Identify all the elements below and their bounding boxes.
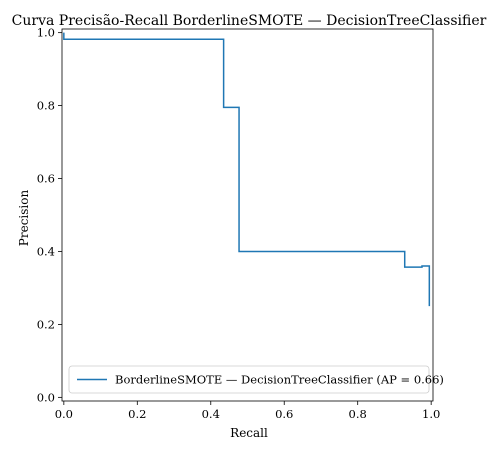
x-tick-label: 0.8 — [349, 407, 367, 421]
series-layer — [63, 32, 431, 307]
y-tick-label: 0.2 — [37, 317, 55, 331]
axes-frame — [61, 28, 434, 402]
x-tick-label: 0.6 — [275, 407, 293, 421]
y-tick-label: 0.6 — [37, 172, 55, 186]
chart-title: Curva Precisão-Recall BorderlineSMOTE — … — [12, 13, 487, 29]
x-tick-label: 0.0 — [55, 407, 73, 421]
y-axis-label: Precision — [17, 190, 31, 247]
series-line-0 — [63, 32, 431, 307]
legend-entry-label: BorderlineSMOTE — DecisionTreeClassifier… — [115, 373, 444, 387]
x-axis-label: Recall — [230, 426, 268, 440]
plot-area: 0.0 0.2 0.4 0.6 0.8 1.0 0.0 0.2 0.4 0.6 0.8 1.0 — [37, 26, 441, 421]
x-tick-label: 1.0 — [422, 407, 440, 421]
y-axis-ticks: 0.0 0.2 0.4 0.6 0.8 1.0 — [37, 26, 62, 404]
x-tick-label: 0.4 — [202, 407, 220, 421]
y-tick-label: 0.8 — [37, 99, 55, 113]
y-tick-label: 0.4 — [37, 244, 55, 258]
y-tick-label: 0.0 — [37, 390, 55, 404]
legend-box — [68, 365, 430, 394]
y-tick-label: 1.0 — [37, 26, 55, 40]
legend: BorderlineSMOTE — DecisionTreeClassifier… — [68, 365, 444, 394]
x-axis-ticks: 0.0 0.2 0.4 0.6 0.8 1.0 — [55, 401, 440, 421]
x-tick-label: 0.2 — [128, 407, 146, 421]
